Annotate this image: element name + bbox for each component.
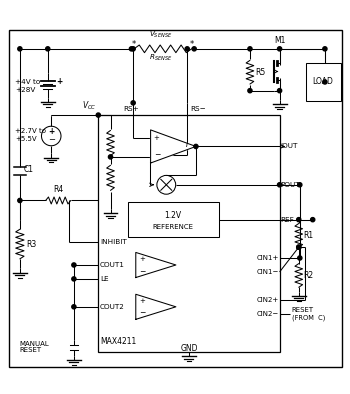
Text: *: * [190,40,194,49]
Text: R5: R5 [255,68,265,77]
Text: RS+: RS+ [124,106,139,112]
Bar [98,115,280,352]
Text: C1: C1 [24,165,34,174]
Text: I: I [186,140,188,149]
Circle shape [46,47,50,51]
Text: +2.7V to: +2.7V to [15,128,46,134]
Circle shape [18,199,22,203]
Bar [128,202,219,237]
Text: +: + [48,127,54,136]
Text: R2: R2 [304,271,314,280]
Text: COUT1: COUT1 [100,262,125,268]
Text: +: + [139,297,145,303]
Text: INHIBIT: INHIBIT [100,239,127,245]
Text: −: − [139,309,145,318]
Text: CIN2+: CIN2+ [256,297,279,303]
Circle shape [72,277,76,281]
Circle shape [278,47,282,51]
Text: R1: R1 [304,231,314,240]
Circle shape [194,144,198,149]
Text: IOUT: IOUT [281,143,298,149]
Circle shape [130,47,133,51]
Circle shape [72,263,76,267]
Text: MAX4211: MAX4211 [100,337,136,346]
Text: MANUAL: MANUAL [20,341,50,347]
Text: +28V: +28V [15,87,36,93]
Text: RESET: RESET [20,347,42,353]
Bar [306,63,341,101]
Circle shape [131,101,135,105]
Text: LE: LE [100,276,108,282]
Polygon shape [136,294,176,320]
Polygon shape [150,130,196,163]
Text: COUT2: COUT2 [100,304,125,310]
Circle shape [298,256,302,260]
Circle shape [278,89,282,93]
Circle shape [248,47,252,51]
Text: −: − [154,150,160,159]
Circle shape [298,183,302,187]
Text: +5.5V: +5.5V [15,136,37,143]
Text: CIN1−: CIN1− [256,269,279,275]
Text: +: + [139,256,145,262]
Text: +4V to: +4V to [15,79,41,85]
Text: +: + [56,78,63,86]
Text: *: * [132,40,136,49]
Text: $V_{SENSE}$: $V_{SENSE}$ [149,30,173,40]
Text: (FROM  C): (FROM C) [292,314,325,321]
Text: M1: M1 [274,36,285,45]
Text: RESET: RESET [292,307,314,313]
Text: $V_{CC}$: $V_{CC}$ [82,99,97,112]
Circle shape [297,217,301,222]
Circle shape [278,183,282,187]
Circle shape [96,113,100,117]
Text: R3: R3 [26,240,36,249]
Circle shape [323,80,327,84]
Text: POUT: POUT [281,182,300,188]
Circle shape [185,47,189,51]
Text: REF: REF [281,217,294,223]
Circle shape [248,89,252,93]
Text: REFERENCE: REFERENCE [153,224,194,230]
Text: $R_{SENSE}$: $R_{SENSE}$ [149,52,173,63]
Circle shape [297,245,301,249]
Text: CIN1+: CIN1+ [256,255,279,261]
Circle shape [310,217,315,222]
Circle shape [323,47,327,51]
Text: GND: GND [180,344,198,353]
Text: R4: R4 [53,184,63,193]
Circle shape [108,155,113,159]
Polygon shape [136,253,176,277]
Text: 1.2V: 1.2V [165,211,182,220]
Circle shape [192,47,196,51]
Text: −: − [48,136,55,145]
Circle shape [297,245,301,249]
Circle shape [18,47,22,51]
Text: +: + [154,135,160,141]
Text: CIN2−: CIN2− [256,311,279,317]
Text: RS−: RS− [190,106,206,112]
Text: LOAD: LOAD [313,78,334,86]
Circle shape [72,305,76,309]
Text: −: − [139,267,145,276]
Circle shape [131,47,135,51]
